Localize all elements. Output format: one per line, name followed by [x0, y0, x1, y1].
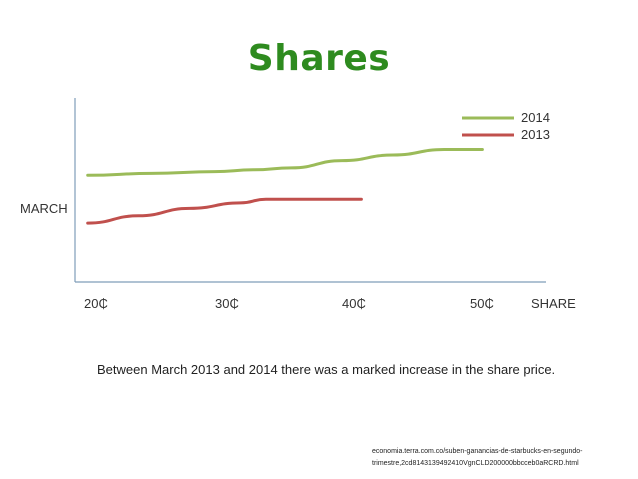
x-tick-label: 20₵	[84, 296, 108, 311]
y-axis-label: MARCH	[20, 201, 68, 216]
source-url: economia.terra.com.co/suben-ganancias-de…	[372, 448, 583, 467]
series-line-2013	[86, 197, 363, 225]
slide-title: Shares	[247, 38, 391, 79]
legend	[462, 116, 514, 137]
x-tick-label: 50₵	[470, 296, 494, 311]
series-line-2014	[86, 148, 484, 177]
legend-label-2014: 2014	[521, 110, 550, 125]
x-tick-label: 30₵	[215, 296, 239, 311]
caption-text: Between March 2013 and 2014 there was a …	[97, 362, 556, 377]
legend-label-2013: 2013	[521, 127, 550, 142]
x-axis-label: SHARE	[531, 296, 576, 311]
series-layer	[86, 148, 484, 225]
x-tick-label: 40₵	[342, 296, 366, 311]
